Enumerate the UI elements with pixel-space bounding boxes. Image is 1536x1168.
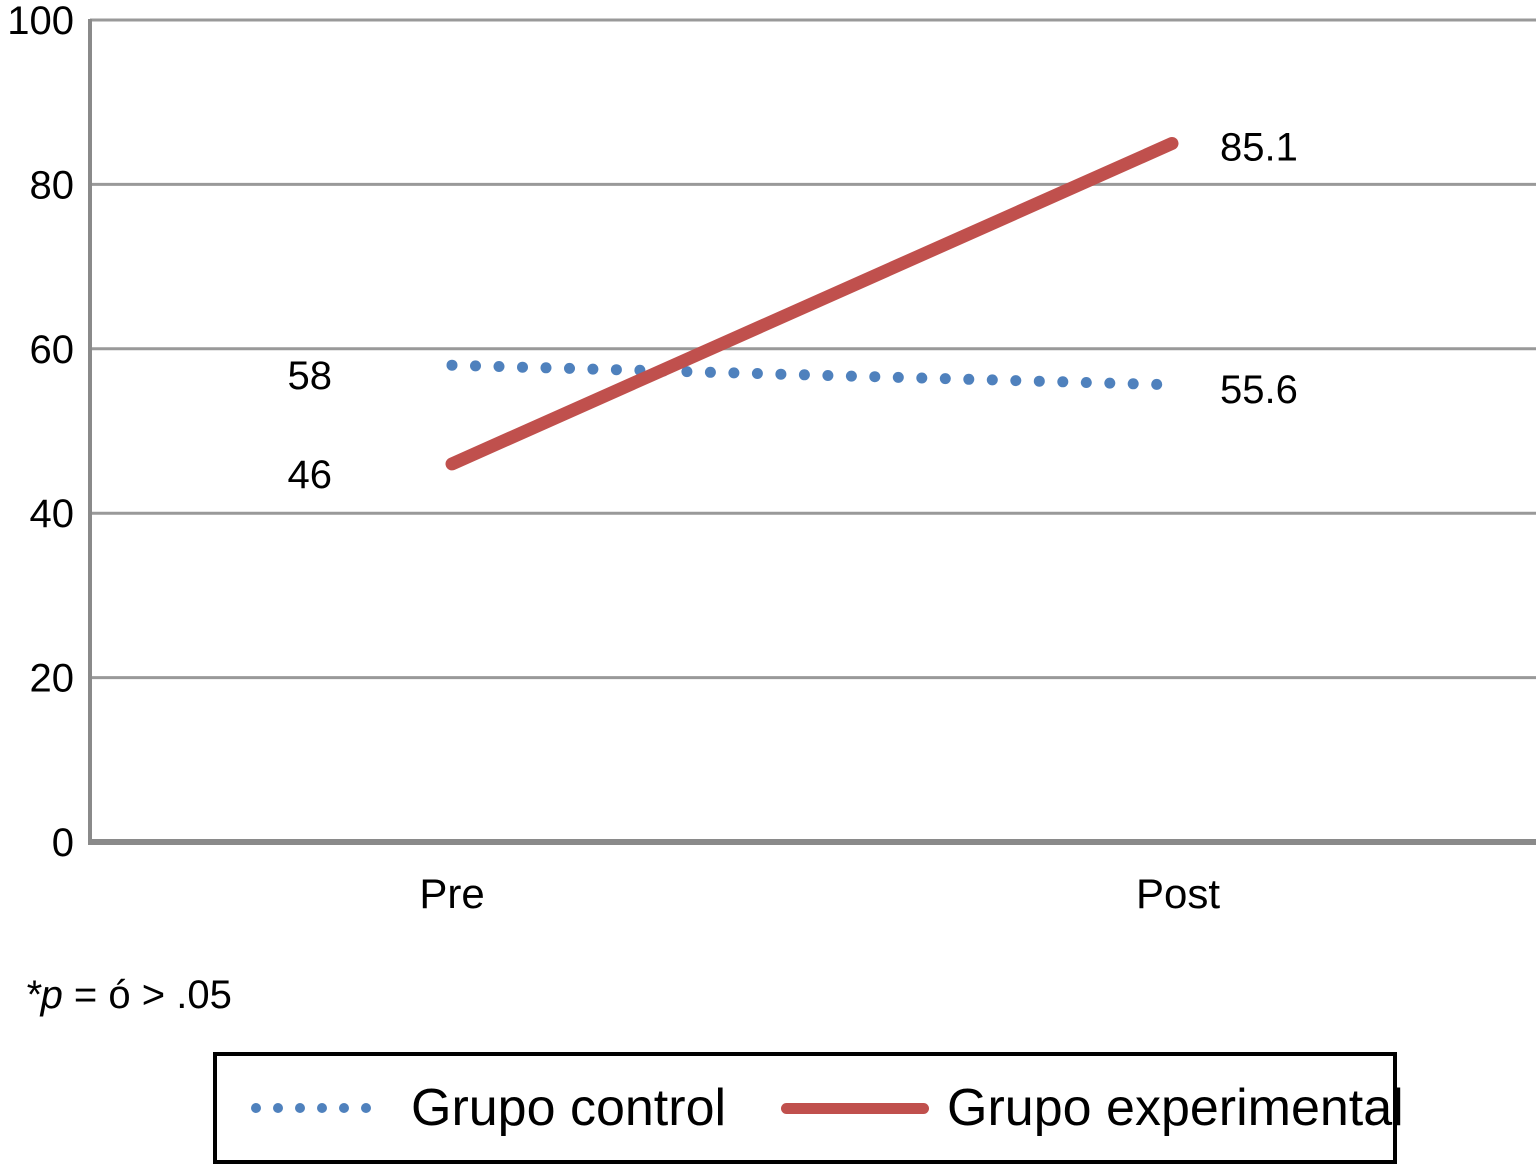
legend-dot — [339, 1103, 349, 1113]
control-data-dot — [493, 361, 505, 372]
control-data-dot — [892, 371, 904, 383]
control-data-dot — [1080, 377, 1092, 388]
control-data-dot — [869, 371, 881, 383]
control-data-dot — [1010, 375, 1022, 387]
control-data-dot — [963, 373, 975, 385]
control-data-dot — [517, 361, 528, 373]
legend: Grupo control Grupo experimental — [213, 1052, 1404, 1164]
control-data-dot — [470, 360, 481, 372]
control-data-dot — [540, 362, 552, 374]
control-data-dot — [775, 368, 787, 380]
data-label-pre: 58 — [288, 354, 333, 398]
data-label-post: 55.6 — [1220, 368, 1298, 412]
y-tick-label: 60 — [30, 328, 75, 372]
data-label-post: 85.1 — [1220, 125, 1298, 169]
legend-item-experimental: Grupo experimental — [781, 1078, 1404, 1138]
control-series-marker — [251, 1103, 371, 1113]
x-category-label: Pre — [419, 870, 484, 917]
control-data-dot — [1104, 377, 1116, 389]
control-data-dot — [704, 366, 716, 378]
y-tick-label: 100 — [7, 0, 74, 43]
significance-footnote: *p = ó > .05 — [25, 972, 232, 1018]
control-data-dot — [916, 372, 928, 384]
control-data-dot — [822, 370, 834, 381]
control-data-dot — [564, 362, 575, 374]
experimental-series-marker — [781, 1102, 930, 1114]
data-label-pre: 46 — [288, 453, 333, 497]
y-tick-label: 20 — [30, 657, 75, 701]
control-data-dot — [728, 367, 740, 379]
legend-label-control: Grupo control — [411, 1079, 727, 1137]
series-control-dotted-line — [446, 359, 1163, 390]
legend-label-experimental: Grupo experimental — [947, 1079, 1404, 1137]
control-data-dot — [939, 373, 951, 385]
control-data-dot — [610, 364, 622, 376]
footnote-rest: = ó > .05 — [62, 973, 232, 1017]
control-data-dot — [587, 363, 599, 375]
series-experimental-line — [445, 136, 1179, 471]
control-data-dot — [1033, 375, 1045, 387]
control-data-dot — [446, 359, 458, 371]
control-data-dot — [1057, 376, 1069, 388]
legend-dot — [295, 1103, 305, 1113]
y-tick-label: 80 — [30, 163, 75, 207]
control-data-dot — [1127, 378, 1139, 390]
y-tick-label: 40 — [30, 492, 75, 536]
legend-item-control: Grupo control — [251, 1078, 726, 1138]
footnote-italic-part: *p — [25, 973, 63, 1017]
legend-dot — [361, 1103, 371, 1113]
control-data-dot — [986, 374, 998, 386]
control-data-dot — [798, 369, 810, 381]
y-tick-label: 0 — [52, 821, 74, 865]
legend-dot — [273, 1103, 283, 1113]
x-category-label: Post — [1136, 870, 1220, 917]
legend-dot — [251, 1103, 261, 1113]
control-data-dot — [681, 366, 693, 378]
control-data-dot — [845, 370, 857, 382]
control-data-dot — [751, 368, 763, 379]
control-data-dot — [1151, 378, 1163, 390]
legend-dot — [317, 1103, 327, 1113]
